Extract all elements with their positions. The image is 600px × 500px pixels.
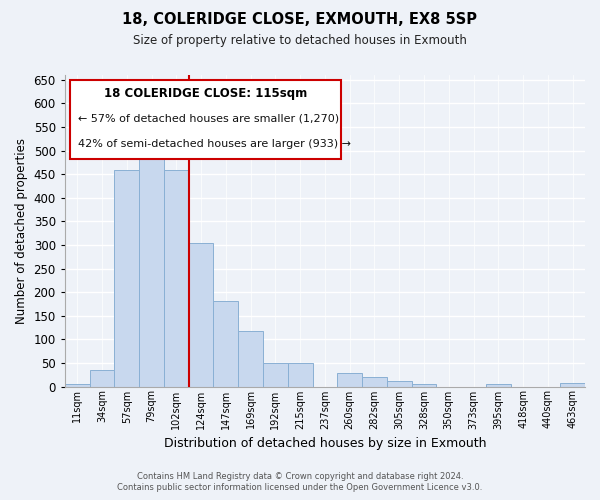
Bar [362, 376, 387, 386]
Y-axis label: Number of detached properties: Number of detached properties [15, 138, 28, 324]
Bar [139, 144, 164, 386]
FancyBboxPatch shape [70, 80, 341, 159]
Text: 18 COLERIDGE CLOSE: 115sqm: 18 COLERIDGE CLOSE: 115sqm [104, 88, 307, 101]
X-axis label: Distribution of detached houses by size in Exmouth: Distribution of detached houses by size … [164, 437, 486, 450]
Text: Contains public sector information licensed under the Open Government Licence v3: Contains public sector information licen… [118, 484, 482, 492]
Bar [337, 374, 362, 386]
Bar [188, 242, 214, 386]
Text: Size of property relative to detached houses in Exmouth: Size of property relative to detached ho… [133, 34, 467, 47]
Bar [115, 170, 139, 386]
Bar [412, 384, 436, 386]
Text: Contains HM Land Registry data © Crown copyright and database right 2024.: Contains HM Land Registry data © Crown c… [137, 472, 463, 481]
Bar [238, 332, 263, 386]
Text: 18, COLERIDGE CLOSE, EXMOUTH, EX8 5SP: 18, COLERIDGE CLOSE, EXMOUTH, EX8 5SP [122, 12, 478, 28]
Bar [288, 363, 313, 386]
Text: 42% of semi-detached houses are larger (933) →: 42% of semi-detached houses are larger (… [78, 139, 351, 149]
Bar [486, 384, 511, 386]
Bar [89, 370, 115, 386]
Bar [164, 170, 188, 386]
Bar [214, 301, 238, 386]
Text: ← 57% of detached houses are smaller (1,270): ← 57% of detached houses are smaller (1,… [78, 114, 339, 124]
Bar [65, 384, 89, 386]
Bar [560, 382, 585, 386]
Bar [263, 363, 288, 386]
Bar [387, 381, 412, 386]
